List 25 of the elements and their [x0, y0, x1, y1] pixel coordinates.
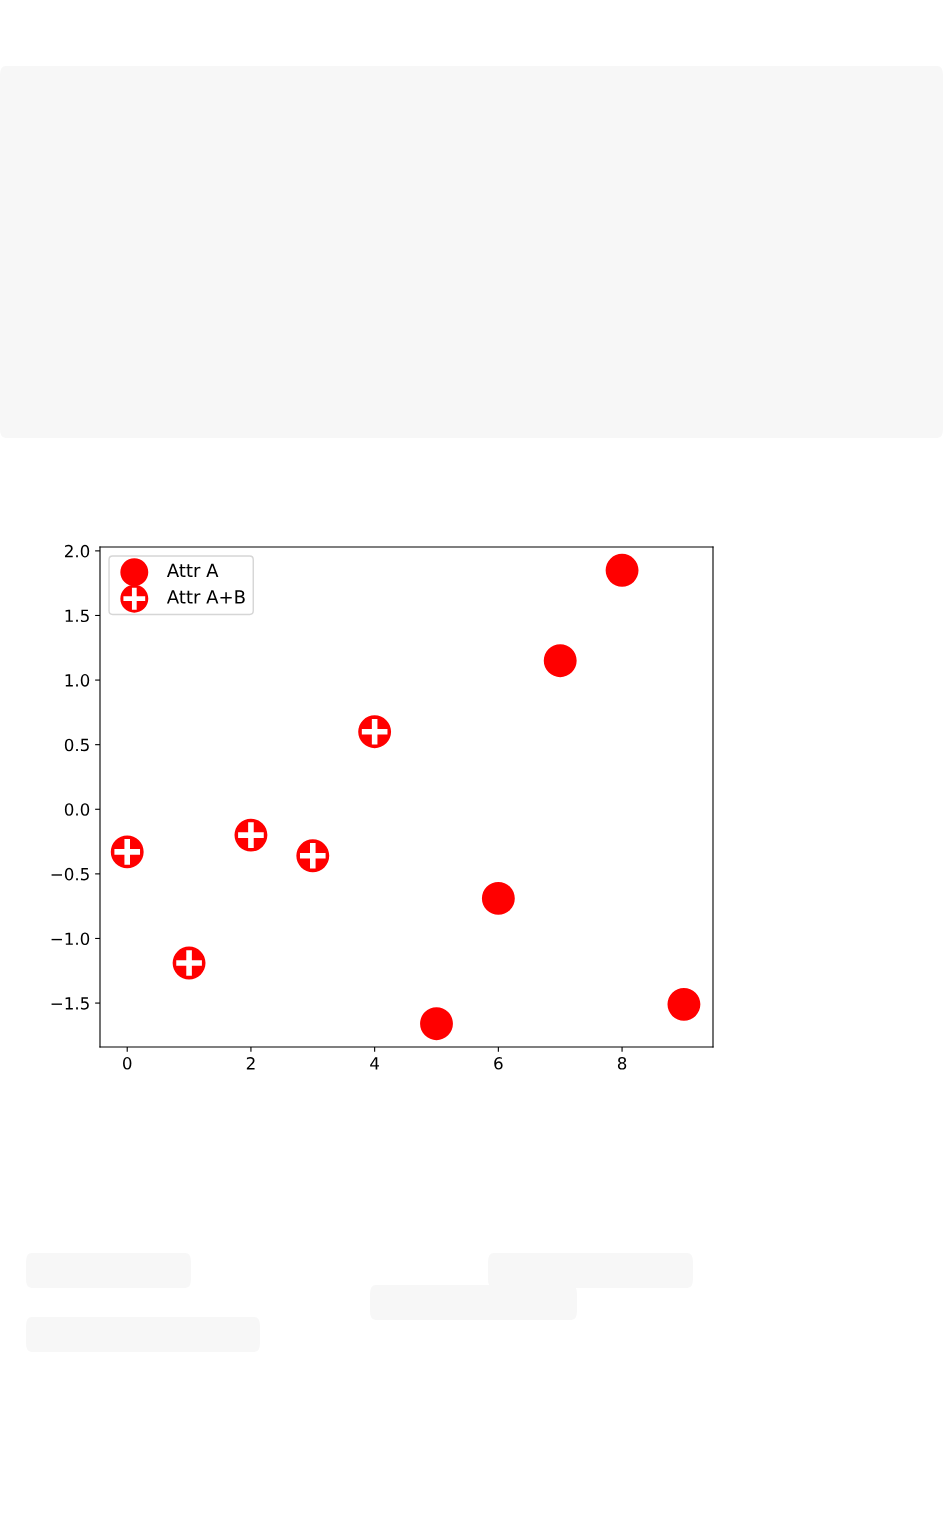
point: [667, 987, 701, 1021]
y-tick-label: 0.5: [64, 738, 89, 752]
point: [358, 715, 392, 749]
y-tick-label: 2.0: [64, 544, 90, 558]
legend-label: Attr A: [166, 563, 219, 577]
legend-label: Attr A+B: [166, 590, 245, 604]
point: [481, 881, 515, 915]
y-tick-label: 0.0: [64, 803, 90, 816]
y-tick-label: 1.0: [65, 674, 90, 687]
point: [420, 1007, 453, 1041]
x-tick-label: 4: [370, 1057, 380, 1070]
point: [605, 553, 639, 587]
y-tick-label: −0.5: [51, 867, 89, 881]
y-tick-label: −1.5: [51, 997, 89, 1010]
x-tick-label: 2: [246, 1057, 255, 1070]
x-tick-label: 6: [494, 1057, 503, 1070]
y-tick-label: −1.0: [51, 932, 90, 946]
point: [110, 835, 144, 869]
x-tick-label: 8: [617, 1057, 627, 1070]
point: [296, 839, 330, 873]
x-tick-label: 0: [123, 1057, 132, 1070]
point: [234, 818, 268, 852]
point: [543, 644, 577, 678]
y-tick-label: 1.5: [65, 609, 89, 623]
point: [172, 946, 206, 980]
